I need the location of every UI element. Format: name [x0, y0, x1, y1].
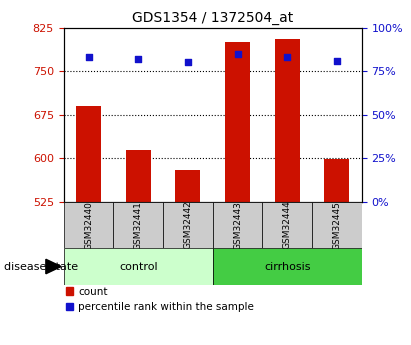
Bar [64, 248, 213, 285]
Bar [76, 106, 101, 202]
Bar [163, 202, 213, 248]
Bar [225, 42, 250, 202]
Text: GSM32441: GSM32441 [134, 201, 143, 249]
Text: GSM32445: GSM32445 [332, 201, 342, 249]
Text: cirrhosis: cirrhosis [264, 262, 310, 272]
Bar [64, 202, 113, 248]
Text: GSM32440: GSM32440 [84, 201, 93, 249]
Bar [324, 159, 349, 202]
Point [334, 58, 340, 63]
Text: disease state: disease state [4, 262, 78, 272]
Text: GSM32442: GSM32442 [183, 201, 192, 249]
Bar [213, 202, 262, 248]
Bar [262, 202, 312, 248]
Bar [213, 248, 362, 285]
Point [185, 60, 191, 65]
Title: GDS1354 / 1372504_at: GDS1354 / 1372504_at [132, 11, 293, 25]
Point [284, 55, 291, 60]
Text: control: control [119, 262, 157, 272]
Bar [113, 202, 163, 248]
Text: GSM32443: GSM32443 [233, 201, 242, 249]
Point [234, 51, 241, 57]
Point [85, 55, 92, 60]
Bar [175, 170, 200, 202]
Bar [275, 39, 300, 202]
Legend: count, percentile rank within the sample: count, percentile rank within the sample [66, 287, 254, 312]
Point [135, 56, 141, 62]
Bar [126, 150, 150, 202]
Text: GSM32444: GSM32444 [283, 201, 292, 249]
Polygon shape [46, 259, 61, 274]
Bar [312, 202, 362, 248]
